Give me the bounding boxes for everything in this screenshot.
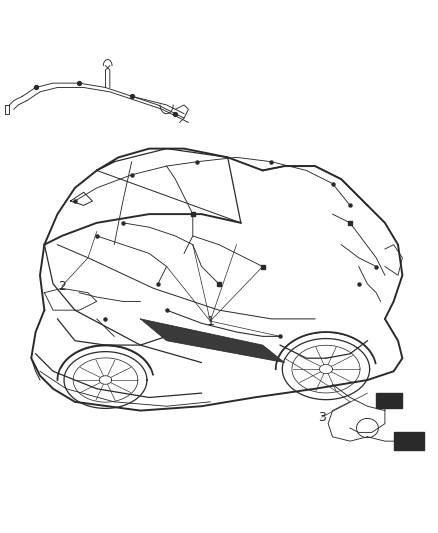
Text: 2: 2 bbox=[58, 280, 66, 293]
Polygon shape bbox=[376, 393, 403, 408]
Polygon shape bbox=[141, 319, 285, 362]
Polygon shape bbox=[394, 432, 424, 450]
Text: 3: 3 bbox=[318, 410, 325, 424]
Text: 1: 1 bbox=[206, 314, 214, 328]
